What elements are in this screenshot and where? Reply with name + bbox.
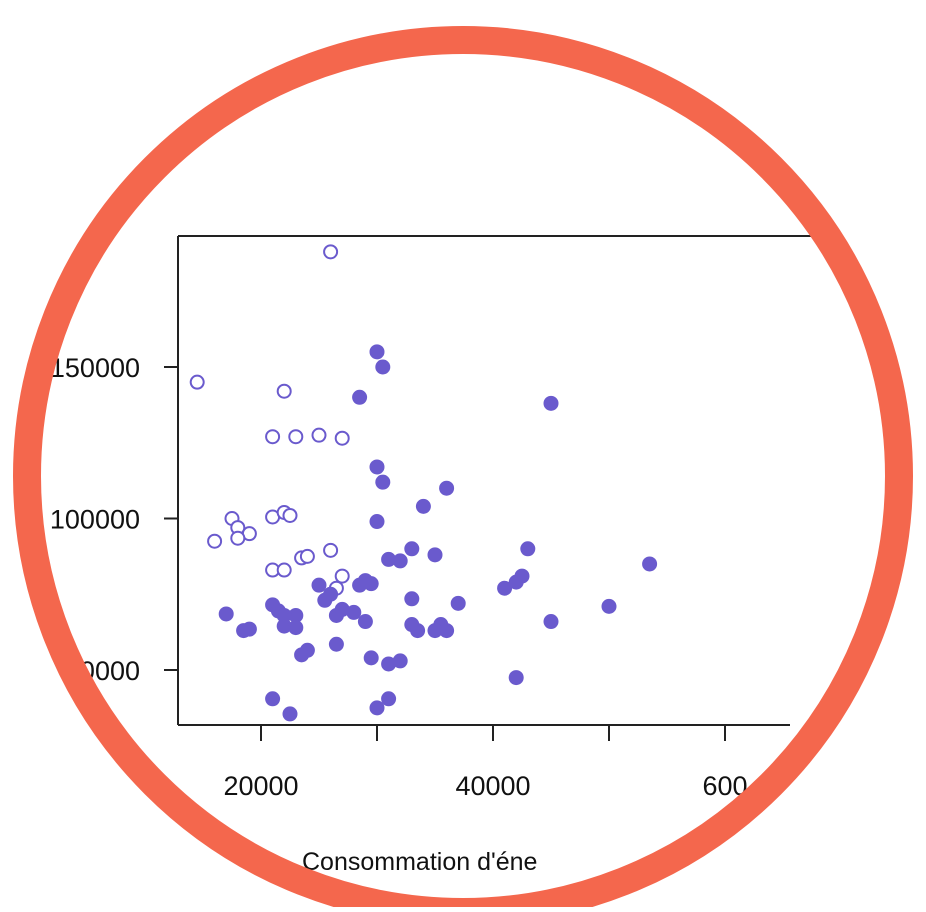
hollow-point xyxy=(299,548,315,564)
filled-point xyxy=(346,604,362,620)
hollow-point xyxy=(230,530,246,546)
hollow-point xyxy=(265,429,281,445)
frame-ring xyxy=(13,26,913,912)
filled-point xyxy=(265,691,281,707)
filled-point xyxy=(369,700,385,716)
hollow-point xyxy=(189,374,205,390)
filled-point xyxy=(497,580,513,596)
filled-point xyxy=(328,607,344,623)
filled-point xyxy=(642,556,658,572)
y-tick-label: 150000 xyxy=(50,353,140,383)
x-axis-title: Consommation d'éne xyxy=(302,848,537,876)
filled-point xyxy=(282,706,298,722)
filled-point xyxy=(317,592,333,608)
filled-point xyxy=(439,623,455,639)
filled-point xyxy=(450,595,466,611)
filled-point xyxy=(410,623,426,639)
filled-point xyxy=(508,670,524,686)
filled-point xyxy=(543,614,559,630)
filled-point xyxy=(375,474,391,490)
hollow-point xyxy=(207,533,223,549)
filled-point xyxy=(276,607,292,623)
filled-point xyxy=(392,653,408,669)
chart-axes xyxy=(177,235,818,726)
filled-point xyxy=(381,551,397,567)
filled-point xyxy=(363,650,379,666)
filled-point xyxy=(520,541,536,557)
hollow-point xyxy=(311,427,327,443)
filled-point xyxy=(427,547,443,563)
filled-point xyxy=(601,598,617,614)
hollow-point xyxy=(276,383,292,399)
hollow-point xyxy=(334,568,350,584)
hollow-point xyxy=(334,430,350,446)
filled-point xyxy=(288,607,304,623)
filled-point xyxy=(276,618,292,634)
filled-point xyxy=(543,395,559,411)
filled-point xyxy=(508,574,524,590)
filled-point xyxy=(369,514,385,530)
y-tick-label: 100000 xyxy=(50,505,140,535)
filled-point xyxy=(427,623,443,639)
x-axis-ticks: 20000 40000 600 xyxy=(223,725,748,801)
filled-point xyxy=(352,577,368,593)
hollow-point xyxy=(323,244,339,260)
hollow-point xyxy=(276,562,292,578)
x-tick-label: 20000 xyxy=(223,771,298,801)
filled-point xyxy=(415,498,431,514)
filled-point xyxy=(369,344,385,360)
filled-point xyxy=(375,359,391,375)
filled-point xyxy=(311,577,327,593)
filled-point xyxy=(328,636,344,652)
hollow-point xyxy=(288,429,304,445)
filled-point xyxy=(352,389,368,405)
filled-point xyxy=(357,614,373,630)
x-tick-label: 40000 xyxy=(455,771,530,801)
hollow-point xyxy=(323,542,339,558)
filled-point xyxy=(439,480,455,496)
filled-point xyxy=(218,606,234,622)
filled-point xyxy=(236,623,252,639)
filled-point xyxy=(294,647,310,663)
filled-point xyxy=(392,553,408,569)
data-points xyxy=(189,244,658,722)
filled-point xyxy=(369,459,385,475)
filled-point xyxy=(288,620,304,636)
filled-point xyxy=(381,656,397,672)
hollow-point xyxy=(282,507,298,523)
filled-point xyxy=(381,691,397,707)
filled-point xyxy=(404,591,420,607)
filled-point xyxy=(363,576,379,592)
filled-point xyxy=(404,541,420,557)
